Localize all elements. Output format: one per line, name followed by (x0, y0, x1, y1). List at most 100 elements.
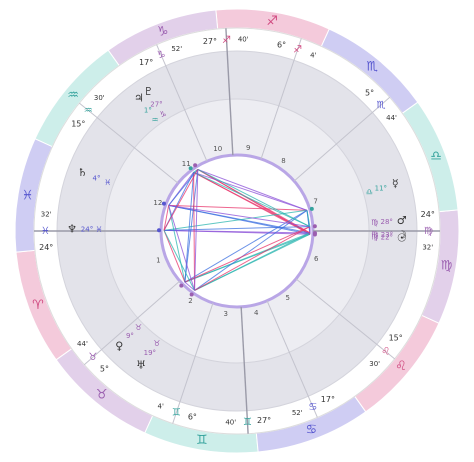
planet-glyph: ♃ (134, 91, 144, 104)
planet-dot (312, 224, 317, 229)
planet-degree: 24° (81, 226, 93, 234)
aspect-line (184, 209, 308, 283)
planet-glyph: ♇ (143, 85, 153, 98)
cusp-degree: 17° (139, 58, 153, 67)
cusp-line (83, 280, 181, 366)
cusp-degree: 17° (321, 395, 335, 404)
cusp-degree: 15° (389, 334, 403, 343)
sign-glyph: ♎ (430, 149, 442, 164)
planet-sign: ♍ (371, 233, 378, 242)
house-number: 12 (153, 199, 162, 207)
aspect-line (194, 232, 311, 291)
cusp-degree: 6° (277, 40, 286, 49)
planet-glyph: ☿ (392, 177, 399, 190)
cusp-minutes: 44' (77, 340, 88, 348)
house-number: 2 (188, 297, 192, 305)
cusp-degree: 24° (39, 243, 53, 252)
planet-degree: 11° (375, 184, 387, 192)
aspect-line (168, 205, 196, 291)
cusp-degree: 15° (71, 119, 85, 128)
cusp-sign: ♉ (88, 352, 97, 363)
aspect-line (163, 169, 199, 231)
house-number: 9 (246, 144, 250, 152)
cusp-line (293, 96, 391, 182)
planet-sign: ♉ (135, 323, 142, 332)
cusp-line (295, 278, 396, 360)
aspect-line (168, 204, 308, 211)
planet-dot (179, 283, 184, 288)
aspect-line (163, 230, 186, 283)
aspect-line (194, 169, 199, 291)
planet-degree: 9° (126, 332, 134, 340)
sign-glyph: ♑ (157, 24, 169, 39)
sign-glyph: ♒ (67, 88, 79, 103)
aspect-line (163, 226, 310, 231)
zodiac-ring: ♈♉♊♋♌♍♎♏♐♑♒♓ (14, 8, 460, 454)
cusp-minutes: 40' (238, 36, 249, 44)
cusp-minutes: 30' (94, 94, 105, 102)
aspect-line (184, 232, 311, 283)
cusp-minutes: 30' (369, 360, 380, 368)
cusp-line (156, 44, 208, 162)
planet-degree: 22° (381, 234, 393, 242)
planet-sign: ♓ (95, 225, 102, 234)
planet-degree: 28° (381, 218, 393, 226)
aspect-line (193, 172, 196, 291)
sign-glyph: ♊ (196, 433, 208, 448)
planet-degree: 27° (150, 100, 162, 108)
planet-sign: ♍ (371, 218, 378, 227)
planet-glyph: ♅ (136, 358, 146, 371)
house-number: 7 (313, 197, 317, 205)
sign-glyph: ♐ (266, 14, 278, 29)
cusp-minutes: 44' (386, 114, 397, 122)
house-number: 4 (254, 309, 259, 317)
cusp-line (78, 102, 179, 184)
planet-sign: ♍ (371, 230, 378, 239)
aspect-line (193, 171, 311, 228)
cusp-sign: ♒ (84, 105, 93, 116)
house-number: 10 (213, 145, 222, 153)
cusp-sign: ♐ (222, 35, 231, 46)
cusp-minutes: 32' (41, 210, 52, 218)
cusp-sign: ♋ (308, 402, 317, 413)
cusp-sign: ♌ (381, 347, 390, 358)
cusp-sign: ♐ (293, 44, 302, 55)
house-number: 6 (314, 255, 319, 263)
aspect-line (163, 230, 196, 291)
cusp-degree: 27° (203, 37, 217, 46)
house-number: 5 (285, 294, 289, 302)
aspect-line (193, 171, 308, 211)
cusp-minutes: 40' (225, 418, 236, 426)
cusp-sign: ♓ (41, 226, 50, 237)
planet-dot (188, 166, 193, 171)
cusp-degree: 6° (188, 413, 197, 422)
sign-glyph: ♌ (395, 359, 407, 374)
aspect-line (184, 169, 199, 283)
cusp-degree: 5° (100, 365, 109, 374)
cusp-degree: 5° (365, 88, 374, 97)
aspect-line (306, 210, 311, 227)
aspect-line (197, 168, 311, 228)
planet-glyph: ☉ (397, 231, 407, 244)
aspect-line (168, 205, 186, 283)
sign-glyph: ♈ (32, 298, 44, 313)
cusp-minutes: 52' (171, 45, 182, 53)
planet-sign: ♑ (159, 110, 166, 119)
cusp-minutes: 4' (158, 403, 164, 411)
planet-dot (309, 206, 314, 211)
aspect-line (184, 226, 311, 283)
sign-glyph: ♍ (441, 259, 453, 274)
house-number: 3 (224, 310, 228, 318)
cusp-sign: ♊ (243, 417, 252, 428)
planet-dot (193, 163, 198, 168)
cusp-degree: 24° (421, 210, 435, 219)
cusp-line (266, 300, 318, 418)
cusp-sign: ♊ (172, 408, 181, 419)
planet-degree: 4° (93, 174, 101, 182)
aspect-line (168, 169, 199, 206)
aspect-line (168, 204, 310, 228)
axis-line (225, 28, 234, 156)
cusp-lines (34, 28, 440, 434)
aspect-line (163, 205, 170, 231)
